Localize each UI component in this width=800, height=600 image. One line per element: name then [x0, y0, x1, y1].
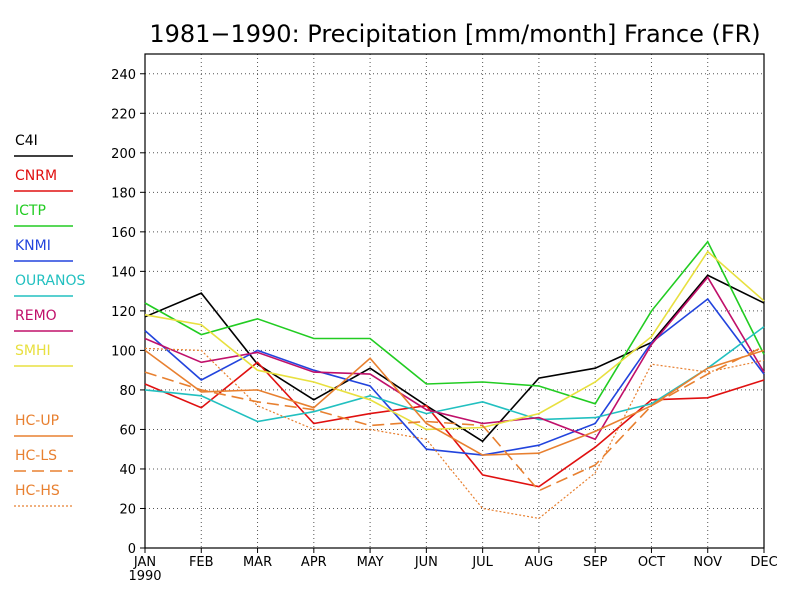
y-tick-label: 180: [111, 186, 136, 201]
y-tick-label: 0: [128, 542, 136, 557]
series-line-smhi: [144, 250, 765, 431]
series-lines: [144, 240, 765, 520]
y-tick-label: 80: [119, 384, 136, 399]
y-tick-label: 140: [111, 265, 136, 280]
x-tick-label: MAR: [243, 555, 272, 570]
series-line-hc-up: [144, 349, 765, 456]
legend-label: HC-LS: [15, 448, 57, 464]
legend-label: CNRM: [15, 168, 57, 184]
legend-label: OURANOS: [15, 273, 85, 289]
x-tick-label: SEP: [583, 555, 607, 570]
x-tick-label: FEB: [189, 555, 214, 570]
x-tick-label: AUG: [525, 555, 553, 570]
series-line-hc-hs: [144, 347, 765, 520]
series-line-ictp: [144, 240, 765, 405]
x-year-label: 1990: [128, 569, 161, 584]
x-tick-label: APR: [301, 555, 327, 570]
y-tick-label: 240: [111, 68, 136, 83]
x-tick-label: JAN: [133, 555, 156, 570]
y-tick-label: 20: [119, 502, 136, 517]
series-line-hc-ls: [144, 345, 765, 492]
y-tick-label: 60: [119, 423, 136, 438]
legend-label: HC-UP: [15, 413, 59, 429]
axes: 0 20 40 60 80 100 120 140 160 180 200 220 240 JAN FEB M…: [111, 53, 778, 584]
legend-label: REMO: [15, 308, 57, 324]
x-tick-label: MAY: [357, 555, 384, 570]
legend-label: HC-HS: [15, 483, 60, 499]
legend-label: ICTP: [15, 203, 46, 219]
series-line-ouranos: [144, 326, 765, 423]
y-tick-label: 200: [111, 147, 136, 162]
series-line-knmi: [144, 297, 765, 456]
x-tick-label: OCT: [638, 555, 665, 570]
chart-title: 1981−1990: Precipitation [mm/month] Fran…: [149, 20, 760, 48]
y-tick-label: 120: [111, 305, 136, 320]
series-line-remo: [144, 275, 765, 441]
legend-label: KNMI: [15, 238, 51, 254]
legend: C4I CNRM ICTP KNMI OURANOS REMO SMHI HC-UP HC-LS…: [14, 133, 85, 507]
legend-label: C4I: [15, 133, 38, 149]
y-tick-label: 100: [111, 344, 136, 359]
x-tick-label: JUN: [414, 555, 438, 570]
x-tick-label: NOV: [693, 555, 722, 570]
x-tick-label: DEC: [750, 555, 777, 570]
y-tick-label: 40: [119, 463, 136, 478]
y-tick-label: 160: [111, 226, 136, 241]
y-tick-label: 220: [111, 107, 136, 122]
legend-label: SMHI: [15, 343, 51, 359]
x-tick-label: JUL: [471, 555, 493, 570]
